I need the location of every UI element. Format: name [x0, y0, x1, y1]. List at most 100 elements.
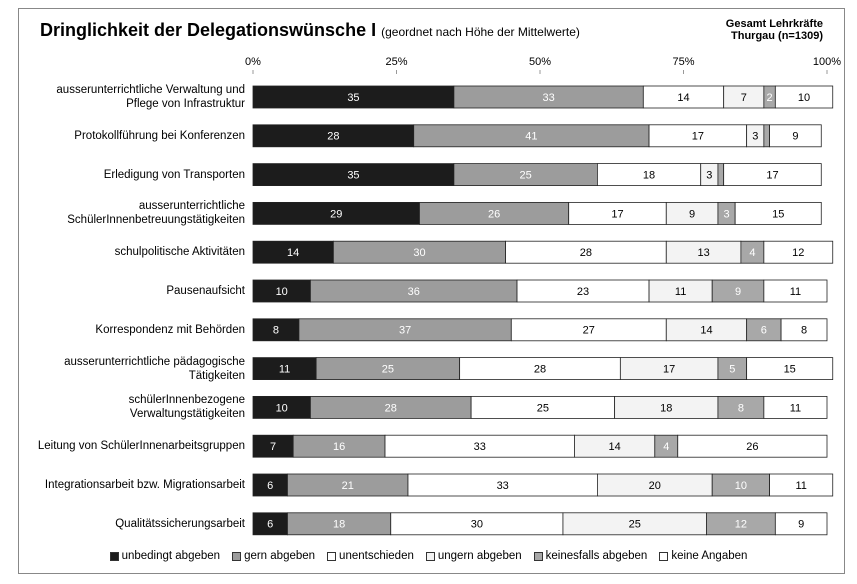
legend-label: gern abgeben — [244, 550, 316, 562]
data-label: 6 — [267, 519, 273, 531]
legend-swatch — [659, 551, 669, 561]
data-label: 26 — [746, 441, 758, 453]
chart-subtitle: (geordnet nach Höhe der Mittelwerte) — [381, 25, 580, 39]
data-label: 3 — [723, 208, 729, 220]
category-label: Integrationsarbeit bzw. Migrationsarbeit — [44, 479, 245, 491]
bar-segment — [774, 85, 834, 109]
chart-title: Dringlichkeit der Delegationswünsche I — [40, 20, 377, 40]
data-label: 14 — [608, 441, 620, 453]
data-label: 8 — [801, 325, 807, 337]
legend-item: keine Angaben — [659, 550, 747, 562]
data-label: 9 — [792, 131, 798, 143]
data-label: 5 — [729, 364, 735, 376]
data-label: 3 — [752, 131, 758, 143]
data-label: 11 — [279, 364, 290, 376]
legend-swatch — [327, 551, 337, 561]
data-label: 11 — [795, 480, 806, 492]
bar-segment — [734, 201, 822, 225]
data-label: 30 — [471, 519, 483, 531]
data-label: 26 — [488, 208, 500, 220]
category-label: Protokollführung bei Konferenzen — [74, 129, 245, 142]
legend-swatch — [109, 551, 119, 561]
legend-item: unbedingt abgeben — [109, 550, 220, 562]
data-label: 12 — [792, 247, 804, 259]
category-label: Pausenaufsicht — [166, 285, 245, 297]
bar-segment — [723, 163, 822, 187]
category-label: Korrespondenz mit Behörden — [95, 323, 245, 336]
data-label: 6 — [267, 480, 273, 492]
data-label: 17 — [611, 208, 623, 220]
data-label: 3 — [706, 170, 712, 182]
data-label: 13 — [697, 247, 709, 259]
data-label: 30 — [413, 247, 425, 259]
data-label: 25 — [537, 402, 549, 414]
bar-segment — [717, 163, 725, 187]
data-label: 29 — [330, 208, 342, 220]
legend-swatch — [232, 551, 242, 561]
bar-segment — [763, 240, 834, 264]
data-label: 8 — [738, 402, 744, 414]
bar-segment — [763, 395, 828, 419]
legend-label: keinesfalls abgeben — [545, 550, 648, 562]
data-label: 28 — [385, 402, 397, 414]
data-label: 28 — [327, 131, 339, 143]
data-label: 18 — [660, 402, 672, 414]
category-label: schulpolitische Aktivitäten — [114, 246, 245, 259]
data-label: 41 — [525, 131, 537, 143]
data-label: 4 — [663, 441, 669, 453]
data-label: 2 — [767, 92, 773, 104]
bar-segment — [746, 357, 834, 381]
data-label: 33 — [497, 480, 509, 492]
data-label: 10 — [276, 286, 288, 298]
legend-label: ungern abgeben — [437, 550, 522, 562]
data-label: 18 — [643, 170, 655, 182]
data-label: 14 — [677, 92, 689, 104]
x-tick-label: 75% — [672, 56, 694, 68]
legend-item: unentschieden — [327, 550, 414, 562]
category-label: ausserunterrichtliche Verwaltung und Pfl… — [56, 84, 245, 110]
data-label: 36 — [408, 286, 420, 298]
bar-segment — [769, 124, 822, 148]
data-label: 11 — [675, 286, 686, 298]
category-label: schülerInnenbezogene Verwaltungstätigkei… — [128, 394, 245, 421]
data-label: 8 — [273, 325, 279, 337]
bar-segment — [774, 512, 828, 536]
data-label: 33 — [542, 92, 554, 104]
bar-segment — [780, 318, 828, 342]
data-label: 17 — [663, 364, 675, 376]
data-label: 6 — [761, 325, 767, 337]
bar-segment — [763, 124, 770, 148]
legend-item: keinesfalls abgeben — [533, 550, 648, 562]
data-label: 14 — [700, 325, 712, 337]
bar-segment — [763, 279, 828, 303]
category-label: Leitung von SchülerInnenarbeitsgruppen — [37, 440, 245, 453]
bar-segment — [677, 434, 828, 458]
data-label: 35 — [347, 170, 359, 182]
data-label: 17 — [766, 170, 778, 182]
x-tick-label: 100% — [813, 56, 841, 68]
data-label: 17 — [692, 131, 704, 143]
legend-item: gern abgeben — [232, 550, 315, 562]
category-label: ausserunterrichtliche SchülerInnenbetreu… — [67, 200, 245, 227]
data-label: 12 — [735, 519, 747, 531]
data-label: 18 — [333, 519, 345, 531]
data-label: 15 — [772, 208, 784, 220]
x-tick-label: 50% — [529, 56, 551, 68]
category-label: Qualitätssicherungsarbeit — [115, 517, 245, 530]
note: Gesamt Lehrkräfte Thurgau (n=1309) — [725, 18, 823, 42]
data-label: 21 — [342, 480, 354, 492]
data-label: 9 — [735, 286, 741, 298]
data-label: 23 — [577, 286, 589, 298]
data-label: 25 — [520, 170, 532, 182]
data-label: 28 — [534, 364, 546, 376]
data-label: 11 — [790, 286, 801, 298]
data-label: 9 — [689, 208, 695, 220]
data-label: 16 — [333, 441, 345, 453]
legend-label: keine Angaben — [671, 550, 748, 562]
legend: unbedingt abgeben gern abgeben unentschied… — [0, 550, 857, 562]
data-label: 7 — [270, 441, 276, 453]
data-label: 4 — [749, 247, 755, 259]
data-label: 10 — [735, 480, 747, 492]
